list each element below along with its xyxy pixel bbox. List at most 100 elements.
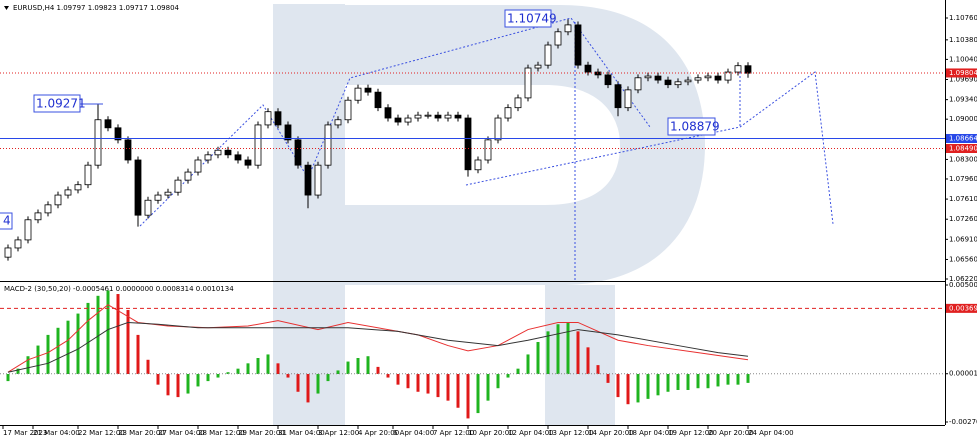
candle-body [234, 154, 242, 161]
candle-body [424, 114, 432, 117]
histogram-bar [596, 365, 600, 374]
x-tick-label: 4 Apr 20:00 [358, 429, 399, 437]
histogram-bar [476, 373, 480, 414]
candle-body [134, 159, 142, 216]
histogram-bar [726, 373, 730, 385]
histogram-bar [166, 373, 170, 396]
histogram-bar [6, 373, 10, 382]
candle-body [734, 65, 742, 73]
candle-body [694, 77, 702, 81]
candle-body [304, 164, 312, 196]
histogram-bar [76, 313, 80, 374]
histogram-bar [536, 342, 540, 374]
histogram-bar [226, 372, 230, 374]
y-tick-label: 1.07610 [949, 195, 977, 203]
histogram-bar [126, 310, 130, 374]
histogram-bar [696, 373, 700, 389]
histogram-bar [46, 334, 50, 374]
x-tick-label: 28 Mar 12:00 [198, 429, 245, 437]
histogram-bar [666, 373, 670, 392]
y-tick-label: 1.07960 [949, 175, 977, 183]
candle-body [274, 111, 282, 126]
macd-title: MACD-2 (30,50,20) -0.0005461 0.0000000 0… [4, 285, 234, 293]
chart-title: EURUSD,H4 1.09797 1.09823 1.09717 1.0980… [13, 4, 180, 12]
histogram-bar [446, 373, 450, 401]
annotation-box [33, 94, 81, 113]
candle-body [684, 79, 692, 83]
candle-body [534, 64, 542, 69]
x-tick-label: 19 Apr 12:00 [668, 429, 714, 437]
y-tick-label: 1.09340 [949, 96, 977, 104]
candle-body [564, 24, 572, 33]
histogram-bar [176, 373, 180, 398]
x-tick-label: 22 Mar 12:00 [78, 429, 125, 437]
histogram-bar [416, 373, 420, 392]
annotation-box [0, 212, 13, 230]
x-tick-label: 13 Apr 12:00 [548, 429, 594, 437]
x-tick-label: 23 Mar 20:00 [118, 429, 165, 437]
x-tick-label: 10 Apr 20:00 [468, 429, 514, 437]
candle-body [404, 117, 412, 123]
histogram-bar [356, 358, 360, 374]
candle-body [594, 71, 602, 76]
histogram-bar [316, 373, 320, 394]
macd-line [7, 304, 749, 373]
histogram-bar [276, 363, 280, 374]
annotation-box [667, 117, 716, 136]
level-label: 0.0036930 [949, 304, 977, 312]
histogram-bar [136, 334, 140, 374]
histogram-bar [366, 356, 370, 374]
candle-body [174, 179, 182, 193]
histogram-bar [406, 373, 410, 389]
x-tick-label: 20 Apr 20:00 [708, 429, 754, 437]
histogram-bar [36, 345, 40, 374]
x-tick-label: 17 Mar 2023 [3, 429, 47, 437]
histogram-bar [306, 373, 310, 403]
histogram-bar [426, 373, 430, 394]
y-tick-label: 1.08300 [949, 155, 977, 163]
histogram-bar [586, 347, 590, 374]
candle-body [164, 191, 172, 196]
candle-body [34, 212, 42, 221]
histogram-bar [296, 373, 300, 392]
histogram-bar [186, 373, 190, 394]
annotation-label: 1.08879 [670, 120, 720, 134]
candle-body [104, 119, 112, 129]
candle-body [744, 65, 752, 74]
y-tick-label: 1.07260 [949, 215, 977, 223]
x-tick-label: 3 Apr 12:00 [318, 429, 359, 437]
candle-body [154, 194, 162, 201]
candle-body [194, 159, 202, 173]
histogram-bar [656, 373, 660, 396]
candle-body [544, 44, 552, 66]
candle-body [344, 99, 352, 121]
candle-body [144, 199, 152, 216]
candle-body [504, 107, 512, 119]
candle-body [384, 107, 392, 119]
candle-body [414, 114, 422, 119]
annotation-label: 1.09271 [36, 97, 86, 111]
x-tick-label: 29 Mar 20:00 [238, 429, 285, 437]
histogram-bar [576, 331, 580, 374]
level-label: 1.08664 [949, 134, 977, 142]
histogram-bar [616, 373, 620, 398]
x-tick-label: 14 Apr 20:00 [588, 429, 634, 437]
candle-body [64, 189, 72, 196]
histogram-bar [706, 373, 710, 389]
histogram-bar [546, 331, 550, 374]
histogram-bar [736, 373, 740, 385]
histogram-bar [336, 370, 340, 374]
candle-body [184, 171, 192, 181]
level-label: 1.08490 [949, 145, 977, 153]
histogram-bar [626, 373, 630, 405]
y-tick-label: 1.10760 [949, 14, 977, 22]
histogram-bar [376, 366, 380, 374]
level-label-bg [946, 68, 977, 78]
candle-body [574, 24, 582, 66]
candle-body [4, 247, 12, 258]
histogram-bar [346, 361, 350, 374]
candle-body [94, 119, 102, 166]
x-tick-label: 6 Apr 04:00 [393, 429, 434, 437]
candle-body [294, 139, 302, 166]
histogram-bar [216, 373, 220, 378]
